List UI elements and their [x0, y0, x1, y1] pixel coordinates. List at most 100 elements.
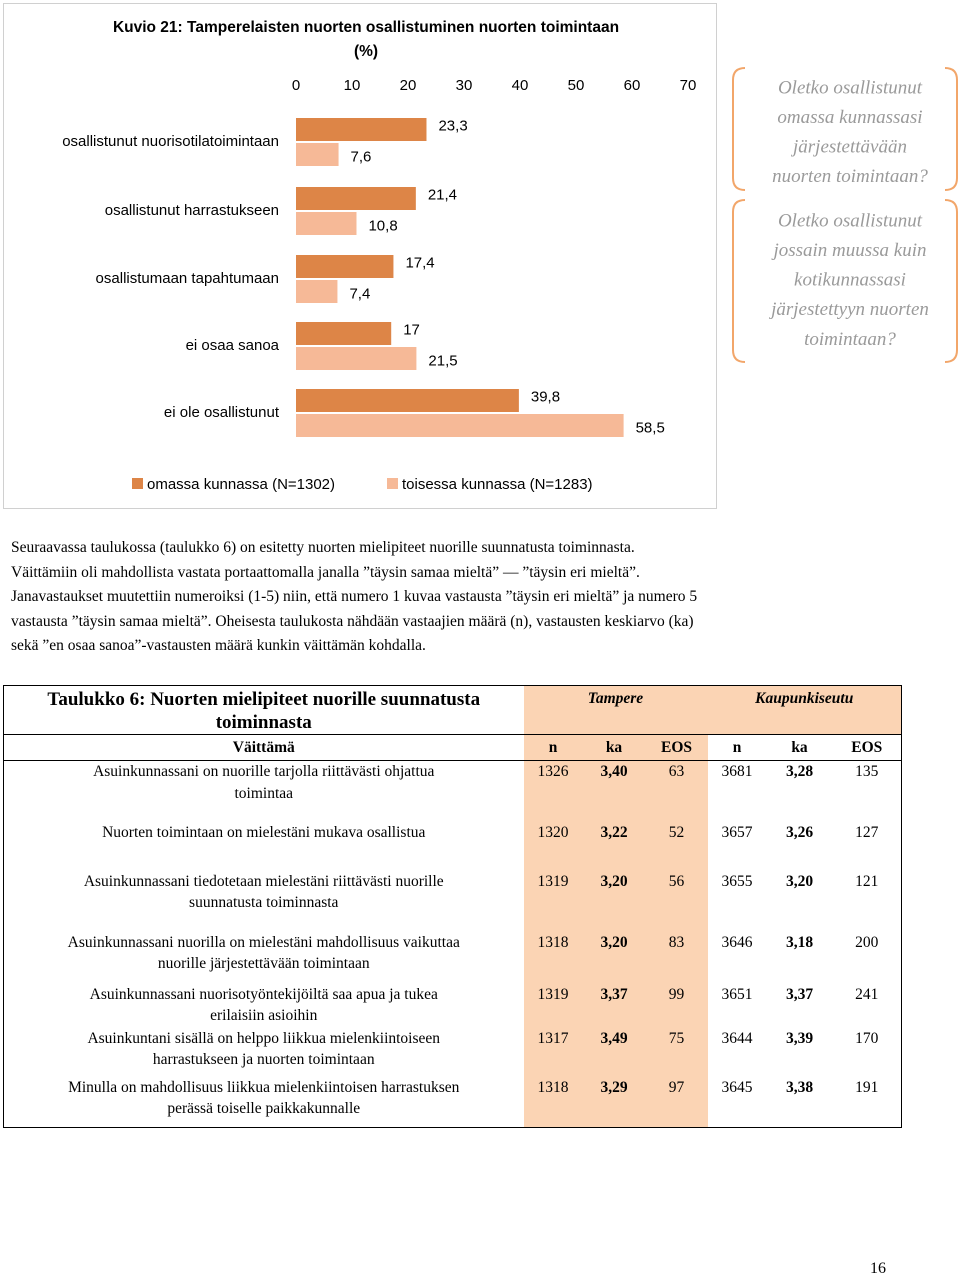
cell: 1318: [523, 931, 583, 984]
bar: [296, 280, 338, 303]
header-row: Taulukko 6: Nuorten mielipiteet nuorille…: [3, 685, 902, 735]
statement-line: erilaisiin asioihin: [210, 1007, 318, 1024]
statement: Asuinkunnassani nuorisotyöntekijöiltä sa…: [4, 984, 524, 1028]
table-row: Asuinkunnassani nuorisotyöntekijöiltä sa…: [4, 983, 902, 1028]
x-tick-label: 10: [344, 77, 361, 94]
x-tick-label: 0: [292, 77, 300, 94]
callout-bracket: [732, 67, 746, 191]
cell: 99: [645, 983, 708, 1028]
cell: 75: [645, 1027, 708, 1077]
callout-text: nuorten toimintaan?: [772, 166, 928, 187]
column-header: ka: [766, 734, 833, 761]
statement: Asuinkunnassani on nuorille tarjolla rii…: [4, 761, 524, 822]
cell: 63: [645, 760, 708, 822]
statement-line: nuorille järjestettävään toimintaan: [157, 955, 370, 972]
callout-bracket: [732, 199, 746, 363]
legend-swatch: [387, 478, 398, 489]
cell: 121: [855, 872, 879, 890]
table-row: Asuinkunnassani on nuorille tarjolla rii…: [4, 760, 902, 822]
page-number: 16: [870, 1260, 886, 1277]
callout-bracket: [944, 67, 958, 191]
value-label: 21,4: [428, 186, 457, 203]
paragraph-line: vastausta ”täysin samaa mieltä”. Oheises…: [11, 612, 694, 630]
x-tick-label: 70: [680, 77, 697, 94]
cell: 170: [855, 1029, 879, 1047]
table-row: Asuinkunnassani nuorilla on mielestäni m…: [4, 931, 902, 984]
table-title-line: toiminnasta: [215, 712, 312, 733]
cell: 97: [645, 1076, 708, 1128]
cell: 200: [855, 933, 879, 951]
cell: 1317: [523, 1027, 583, 1077]
category-label: ei osaa sanoa: [186, 337, 280, 354]
value-label: 58,5: [636, 419, 665, 436]
cell: 1318: [523, 1076, 583, 1128]
group-header: Kaupunkiseutu: [707, 685, 902, 735]
group-header: Tampere: [523, 685, 708, 735]
value-label: 10,8: [368, 217, 397, 234]
x-tick-label: 50: [568, 77, 585, 94]
column-header: EOS: [832, 734, 902, 761]
legend-swatch: [132, 478, 143, 489]
statement: Nuorten toimintaan on mielestäni mukava …: [4, 822, 524, 871]
bar: [296, 322, 392, 345]
paragraph: Seuraavassa taulukossa (taulukko 6) on e…: [11, 536, 697, 659]
cell: 3,40: [582, 760, 646, 822]
table-title: Taulukko 6: Nuorten mielipiteet nuorille…: [3, 685, 524, 735]
callout-text: Oletko osallistunut: [778, 77, 923, 98]
value-label: 17: [403, 321, 420, 338]
cell: 3,20: [582, 870, 646, 932]
cell: 3645: [721, 1078, 753, 1096]
cell: 56: [645, 870, 708, 932]
column-header: ka: [582, 734, 646, 761]
statement-line: Asuinkunnassani nuorilla on mielestäni m…: [67, 933, 460, 951]
value-label: 39,8: [531, 388, 560, 405]
statement-line: Minulla on mahdollisuus liikkua mielenki…: [68, 1078, 460, 1096]
table-row: Minulla on mahdollisuus liikkua mielenki…: [4, 1076, 902, 1128]
bar: [296, 187, 416, 210]
statement-line: perässä toiselle paikkakunnalle: [167, 1100, 361, 1117]
cell: 3646: [721, 933, 753, 951]
category-label: osallistunut nuorisotilatoimintaan: [62, 133, 279, 150]
callout-text: kotikunnassasi: [794, 270, 906, 291]
bar: [296, 212, 357, 235]
x-tick-label: 30: [456, 77, 473, 94]
cell: 3,22: [582, 821, 646, 871]
cell: 3,39: [785, 1029, 814, 1047]
cell: 127: [855, 823, 879, 841]
bar: [296, 118, 427, 141]
callout-text: jossain muussa kuin: [770, 240, 926, 261]
cell: 1319: [523, 983, 583, 1028]
chart-title: (%): [354, 43, 378, 60]
cell: 3,29: [582, 1076, 646, 1128]
statement: Asuinkunnassani tiedotetaan mielestäni r…: [4, 871, 524, 932]
callout-text: omassa kunnassasi: [777, 107, 922, 128]
cell: 191: [855, 1078, 879, 1096]
cell: 3651: [721, 985, 753, 1003]
cell: 3,20: [785, 872, 814, 890]
bar: [296, 414, 624, 437]
value-label: 17,4: [405, 254, 434, 271]
table-title-line: Taulukko 6: Nuorten mielipiteet nuorille…: [47, 689, 481, 710]
category-label: osallistumaan tapahtumaan: [96, 270, 279, 287]
cell: 3657: [721, 823, 753, 841]
statement-line: Asuinkunnassani on nuorille tarjolla rii…: [93, 763, 435, 780]
cell: 1320: [523, 821, 583, 871]
table-row: Nuorten toimintaan on mielestäni mukava …: [4, 821, 902, 871]
table-row: Asuinkuntani sisällä on helppo liikkua m…: [4, 1027, 902, 1077]
bar: [296, 143, 339, 166]
column-header: EOS: [645, 734, 708, 761]
cell: 83: [645, 931, 708, 984]
statement-line: Nuorten toimintaan on mielestäni mukava …: [102, 823, 426, 841]
callout-text: Oletko osallistunut: [778, 210, 923, 231]
column-header: Väittämä: [3, 734, 524, 761]
bar: [296, 255, 394, 278]
cell: 1326: [523, 760, 583, 822]
table-row: Asuinkunnassani tiedotetaan mielestäni r…: [4, 870, 902, 932]
header-row: Väittämä n ka EOS n ka EOS: [3, 734, 902, 761]
column-header: n: [707, 734, 767, 761]
statement: Asuinkuntani sisällä on helppo liikkua m…: [4, 1028, 524, 1077]
cell: 3,38: [785, 1078, 814, 1096]
callout-text: järjestettävään: [790, 137, 907, 158]
statement-line: Asuinkunnassani tiedotetaan mielestäni r…: [83, 872, 444, 890]
